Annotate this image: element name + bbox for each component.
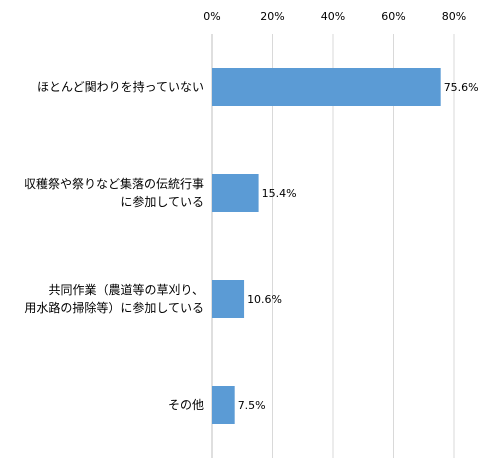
bar (212, 386, 235, 424)
bar (212, 280, 245, 318)
data-label: 10.6% (247, 293, 282, 306)
x-tick-label: 60% (381, 10, 405, 23)
x-tick-label: 80% (442, 10, 466, 23)
data-labels: 75.6% 15.4% 10.6% 7.5% (238, 81, 479, 412)
category-label: ほとんど関わりを持っていない (37, 79, 204, 94)
category-label: その他 (168, 398, 204, 412)
x-tick-label: 40% (321, 10, 345, 23)
data-label: 15.4% (262, 187, 297, 200)
data-label: 75.6% (444, 81, 479, 94)
x-tick-label: 0% (203, 10, 220, 23)
category-label: 共同作業（農道等の草刈り、 (48, 283, 204, 297)
x-tick-label: 20% (260, 10, 284, 23)
data-label: 7.5% (238, 399, 266, 412)
x-tick-labels: 0% 20% 40% 60% 80% (203, 10, 466, 23)
bars (212, 68, 441, 424)
category-label: に参加している (120, 194, 204, 209)
category-label: 用水路の掃除等）に参加している (24, 300, 204, 315)
bar (212, 68, 441, 106)
category-labels: ほとんど関わりを持っていない収穫祭や祭りなど集落の伝統行事に参加している共同作業… (24, 79, 204, 412)
category-label: 収穫祭や祭りなど集落の伝統行事 (24, 176, 204, 191)
bar (212, 174, 259, 212)
